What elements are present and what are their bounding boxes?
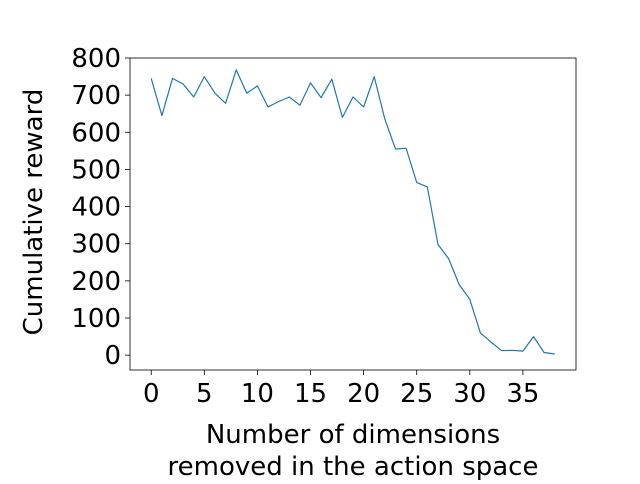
- x-axis-label-line-2: removed in the action space: [168, 452, 539, 480]
- x-tick-label: 25: [400, 379, 433, 409]
- y-tick-label: 800: [71, 44, 121, 74]
- y-tick-label: 600: [71, 118, 121, 148]
- x-tick-label: 30: [453, 379, 486, 409]
- y-tick-label: 500: [71, 155, 121, 185]
- series-layer: [150, 69, 555, 355]
- y-tick-label: 400: [71, 193, 121, 223]
- plot-area-frame: [129, 57, 577, 371]
- y-tick-label: 700: [71, 81, 121, 111]
- series-line: [150, 69, 555, 355]
- x-tick-label: 0: [143, 379, 160, 409]
- x-tick-label: 20: [347, 379, 380, 409]
- y-tick-label: 200: [71, 267, 121, 297]
- x-axis-ticks: 0 5 10 15 20 25 30 35: [143, 370, 539, 409]
- y-tick-label: 0: [104, 341, 121, 371]
- x-tick-label: 15: [294, 379, 327, 409]
- y-axis-ticks: 0 100 200 300 400 500 600 700 800: [71, 44, 130, 371]
- x-axis-label-line-1: Number of dimensions: [206, 420, 500, 450]
- y-tick-label: 300: [71, 230, 121, 260]
- x-tick-label: 5: [196, 379, 213, 409]
- x-tick-label: 35: [506, 379, 539, 409]
- y-axis-label: Cumulative reward: [19, 89, 49, 336]
- x-tick-label: 10: [241, 379, 274, 409]
- y-tick-label: 100: [71, 304, 121, 334]
